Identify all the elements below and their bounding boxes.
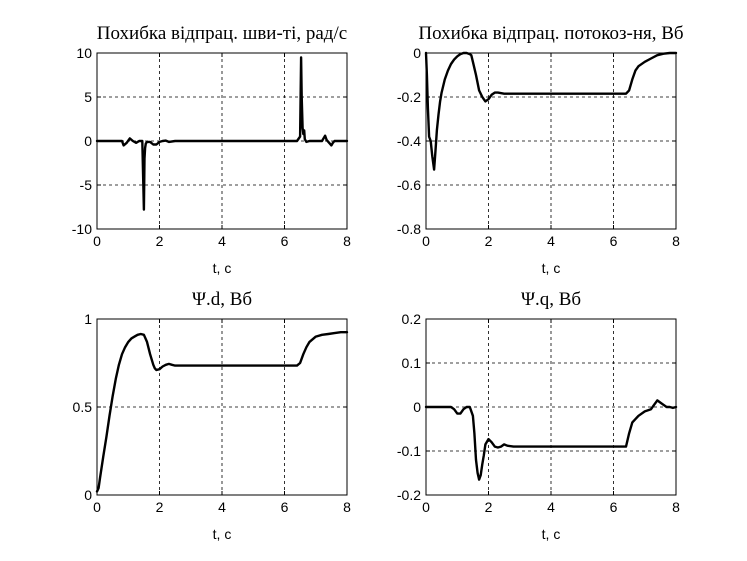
series-line [95,331,349,493]
x-tick-label: 2 [485,499,493,515]
x-tick-label: 8 [343,233,351,249]
y-tick-label: 1 [84,311,92,327]
x-axis-label: t, c [542,526,561,542]
y-tick-label: 5 [84,89,92,105]
series-line [95,56,349,211]
x-tick-label: 2 [156,233,164,249]
x-tick-label: 6 [610,233,618,249]
x-tick-label: 8 [672,499,680,515]
plot-frame [425,52,677,230]
x-tick-label: 6 [610,499,618,515]
y-tick-label: -5 [80,177,93,193]
y-tick-label: 0 [413,45,421,61]
y-tick-label: 10 [76,45,92,61]
x-axis-label: t, c [542,260,561,276]
x-tick-label: 4 [547,233,555,249]
y-tick-label: 0.2 [402,311,422,327]
y-tick-label: -0.6 [397,177,421,193]
chart-title: Похибка відпрац. шви-ті, рад/с [97,23,347,44]
x-tick-label: 0 [422,233,430,249]
chart-panel-1: 0 2 4 6 8 -10 -5 0 5 10 Похибка відпрац. шви-ті, р… [72,23,351,276]
x-tick-label: 6 [281,233,289,249]
x-tick-label: 4 [218,499,226,515]
x-tick-label: 0 [93,499,101,515]
x-tick-label: 2 [156,499,164,515]
y-tick-label: 0.5 [73,399,93,415]
y-tick-label: 0 [84,487,92,503]
chart-panel-4: 0 2 4 6 8 -0.2 -0.1 0 0.1 0.2 Ψ.q, Вб t, c [397,289,680,542]
x-axis-label: t, c [213,260,232,276]
y-tick-label: -0.2 [397,89,421,105]
x-tick-label: 8 [672,233,680,249]
y-tick-label: 0.1 [402,355,422,371]
y-tick-label: -0.2 [397,487,421,503]
chart-title: Ψ.d, Вб [192,289,252,310]
chart-title: Ψ.q, Вб [521,289,581,310]
x-axis-label: t, c [213,526,232,542]
y-tick-label: 0 [84,133,92,149]
series-line [424,399,678,481]
plot-frame [96,318,348,496]
y-tick-label: 0 [413,399,421,415]
x-tick-label: 2 [485,233,493,249]
x-tick-label: 4 [218,233,226,249]
y-tick-label: -0.8 [397,221,421,237]
series-line [424,51,678,171]
y-tick-label: -10 [72,221,92,237]
chart-title: Похибка відпрац. потокоз-ня, Вб [418,23,683,44]
x-tick-label: 8 [343,499,351,515]
x-tick-label: 4 [547,499,555,515]
x-tick-label: 6 [281,499,289,515]
chart-panel-3: 0 2 4 6 8 0 0.5 1 Ψ.d, Вб t, c [73,289,352,542]
x-tick-label: 0 [422,499,430,515]
x-tick-label: 0 [93,233,101,249]
y-tick-label: -0.1 [397,443,421,459]
y-tick-label: -0.4 [397,133,421,149]
